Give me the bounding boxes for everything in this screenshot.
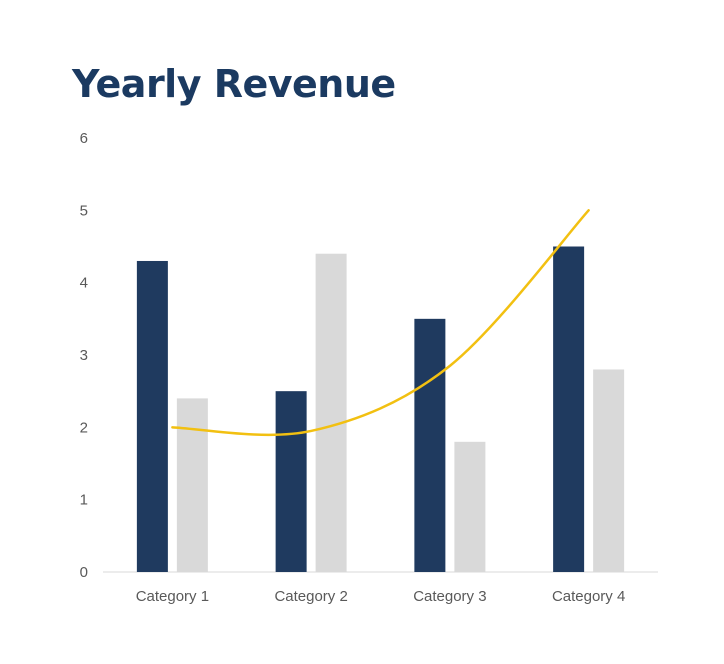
x-tick-label: Category 1 <box>136 588 209 605</box>
bar-series1-3 <box>414 318 446 572</box>
y-tick-label: 4 <box>80 275 88 292</box>
x-tick-label: Category 4 <box>552 588 625 605</box>
bar-series1-1 <box>136 260 168 572</box>
bar-series2-2 <box>315 253 347 572</box>
y-tick-label: 2 <box>80 419 88 436</box>
y-tick-label: 1 <box>80 492 88 509</box>
chart-title: Yearly Revenue <box>72 62 396 106</box>
y-tick-label: 5 <box>80 202 88 219</box>
bar-series2-4 <box>593 369 625 572</box>
x-tick-label: Category 3 <box>413 588 486 605</box>
bar-series2-3 <box>454 441 486 572</box>
bar-series1-2 <box>275 391 307 572</box>
trend-line <box>171 209 590 437</box>
bar-series1-4 <box>553 246 585 572</box>
y-tick-label: 0 <box>80 564 88 581</box>
bar-series2-1 <box>176 398 208 572</box>
y-tick-label: 6 <box>80 130 88 147</box>
y-tick-label: 3 <box>80 347 88 364</box>
x-tick-label: Category 2 <box>274 588 347 605</box>
